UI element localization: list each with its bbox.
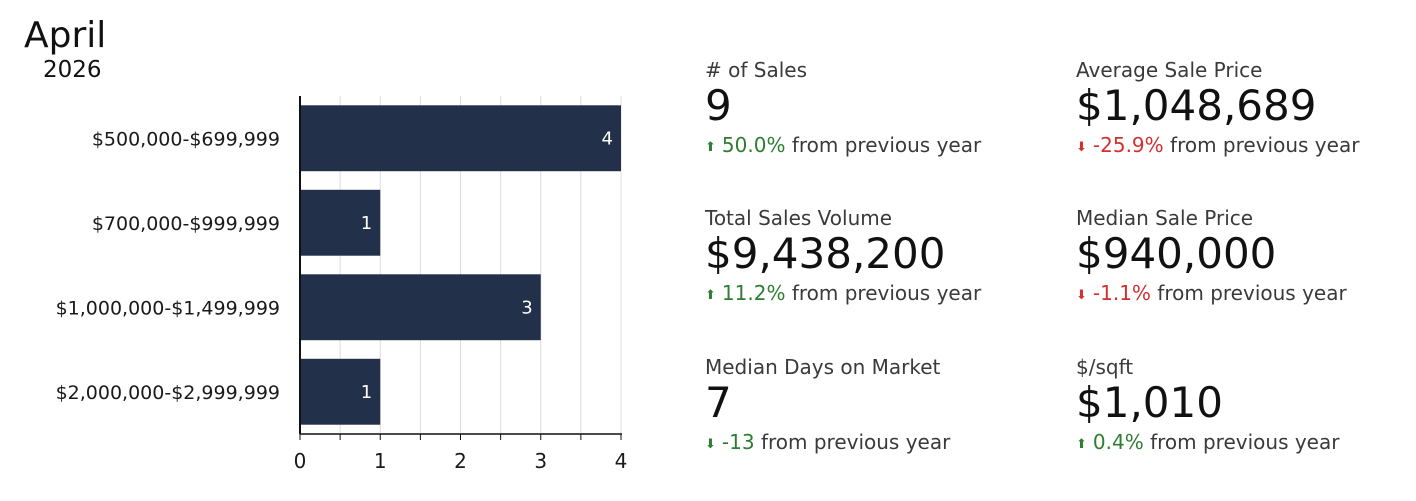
stat-value: $1,010 bbox=[1076, 378, 1223, 427]
stat-change: ⬇ -1.1% from previous year bbox=[1076, 280, 1416, 309]
change-suffix: from previous year bbox=[1150, 430, 1340, 454]
x-tick-label: 1 bbox=[374, 449, 387, 473]
stat-average-sale-price: Average Sale Price $1,048,689 ⬇ -25.9% fr… bbox=[1076, 58, 1416, 161]
bar bbox=[300, 274, 541, 341]
change-suffix: from previous year bbox=[760, 430, 951, 454]
stat-change: ⬆ 50.0% from previous year bbox=[705, 132, 1045, 161]
stat-median-days-on-market: Median Days on Market 7 ⬇ -13 from previo… bbox=[705, 355, 1045, 458]
change-value: 50.0% bbox=[721, 133, 786, 157]
month-title: April bbox=[24, 15, 107, 56]
category-label: $2,000,000-$2,999,999 bbox=[56, 382, 280, 404]
x-tick-label: 2 bbox=[454, 449, 467, 473]
stat-number-of-sales: # of Sales 9 ⬆ 50.0% from previous year bbox=[705, 58, 1045, 161]
stat-change: ⬆ 11.2% from previous year bbox=[705, 280, 1045, 309]
change-suffix: from previous year bbox=[791, 281, 982, 305]
change-value: -25.9% bbox=[1092, 133, 1164, 157]
change-value: -13 bbox=[721, 430, 755, 454]
bar bbox=[300, 189, 381, 256]
arrow-down-icon: ⬇ bbox=[705, 437, 716, 452]
bar-value-label: 1 bbox=[361, 213, 372, 234]
change-suffix: from previous year bbox=[1170, 133, 1360, 157]
price-range-bar-chart: 4 $500,000-$699,999 1 $700,000-$999,999 3 $1,… bbox=[56, 96, 628, 473]
category-label: $500,000-$699,999 bbox=[92, 128, 280, 150]
stat-value: $940,000 bbox=[1076, 229, 1277, 278]
change-suffix: from previous year bbox=[791, 133, 982, 157]
x-tick-label: 3 bbox=[534, 449, 547, 473]
stat-label: $/sqft bbox=[1076, 355, 1134, 379]
bar-value-label: 3 bbox=[521, 297, 532, 318]
arrow-down-icon: ⬇ bbox=[1076, 288, 1087, 303]
x-tick-label: 0 bbox=[294, 449, 307, 473]
stat-value: 7 bbox=[705, 378, 732, 427]
year-subtitle: 2026 bbox=[43, 57, 102, 83]
arrow-up-icon: ⬆ bbox=[1076, 437, 1087, 452]
stat-value: 9 bbox=[705, 81, 732, 130]
category-label: $1,000,000-$1,499,999 bbox=[56, 297, 280, 319]
stat-change: ⬇ -13 from previous year bbox=[705, 429, 1045, 458]
bar-value-label: 1 bbox=[361, 382, 372, 403]
arrow-down-icon: ⬇ bbox=[1076, 140, 1087, 155]
stat-change: ⬆ 0.4% from previous year bbox=[1076, 429, 1416, 458]
stat-label: Average Sale Price bbox=[1076, 58, 1263, 82]
arrow-up-icon: ⬆ bbox=[705, 140, 716, 155]
change-value: 0.4% bbox=[1092, 430, 1144, 454]
x-tick-label: 4 bbox=[615, 449, 628, 473]
stat-price-per-sqft: $/sqft $1,010 ⬆ 0.4% from previous year bbox=[1076, 355, 1416, 458]
bar bbox=[300, 105, 621, 172]
category-label: $700,000-$999,999 bbox=[92, 213, 280, 235]
stat-total-sales-volume: Total Sales Volume $9,438,200 ⬆ 11.2% fro… bbox=[705, 206, 1045, 309]
stat-change: ⬇ -25.9% from previous year bbox=[1076, 132, 1416, 161]
stat-label: # of Sales bbox=[705, 58, 807, 82]
stat-value: $9,438,200 bbox=[705, 229, 946, 278]
stat-median-sale-price: Median Sale Price $940,000 ⬇ -1.1% from p… bbox=[1076, 206, 1416, 309]
change-value: -1.1% bbox=[1092, 281, 1151, 305]
bar-value-label: 4 bbox=[602, 128, 613, 149]
bar bbox=[300, 358, 381, 425]
change-suffix: from previous year bbox=[1157, 281, 1347, 305]
stat-label: Total Sales Volume bbox=[705, 206, 893, 230]
stat-value: $1,048,689 bbox=[1076, 81, 1317, 130]
arrow-up-icon: ⬆ bbox=[705, 288, 716, 303]
change-value: 11.2% bbox=[721, 281, 786, 305]
stat-label: Median Sale Price bbox=[1076, 206, 1254, 230]
stat-label: Median Days on Market bbox=[705, 355, 941, 379]
